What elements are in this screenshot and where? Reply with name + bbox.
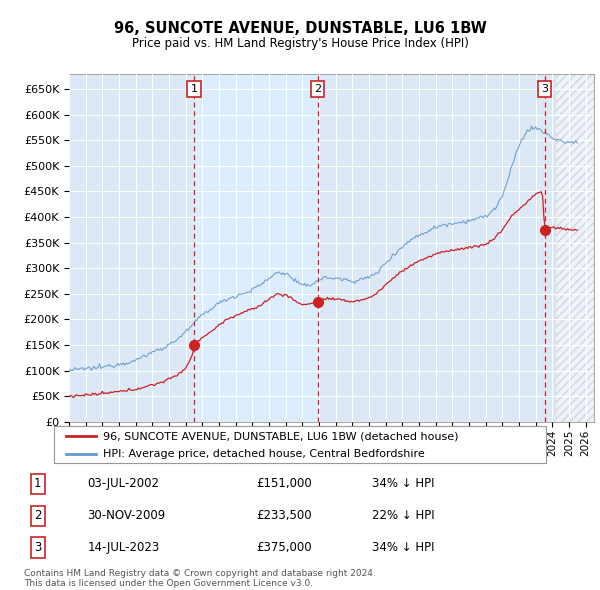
Text: 2: 2 [34,509,41,522]
Text: £375,000: £375,000 [256,541,311,554]
Text: 1: 1 [190,84,197,94]
Text: 3: 3 [541,84,548,94]
Text: Contains HM Land Registry data © Crown copyright and database right 2024.
This d: Contains HM Land Registry data © Crown c… [24,569,376,588]
Text: 2: 2 [314,84,321,94]
Text: 3: 3 [34,541,41,554]
Text: 1: 1 [34,477,41,490]
Text: 96, SUNCOTE AVENUE, DUNSTABLE, LU6 1BW: 96, SUNCOTE AVENUE, DUNSTABLE, LU6 1BW [113,21,487,35]
Text: 03-JUL-2002: 03-JUL-2002 [88,477,160,490]
Text: 14-JUL-2023: 14-JUL-2023 [88,541,160,554]
Text: 34% ↓ HPI: 34% ↓ HPI [372,541,434,554]
Text: £233,500: £233,500 [256,509,311,522]
Text: Price paid vs. HM Land Registry's House Price Index (HPI): Price paid vs. HM Land Registry's House … [131,37,469,50]
Text: 96, SUNCOTE AVENUE, DUNSTABLE, LU6 1BW (detached house): 96, SUNCOTE AVENUE, DUNSTABLE, LU6 1BW (… [103,431,459,441]
Text: 34% ↓ HPI: 34% ↓ HPI [372,477,434,490]
Text: £151,000: £151,000 [256,477,311,490]
Text: HPI: Average price, detached house, Central Bedfordshire: HPI: Average price, detached house, Cent… [103,449,425,459]
Bar [194,74,317,422]
Text: 30-NOV-2009: 30-NOV-2009 [88,509,166,522]
Text: 22% ↓ HPI: 22% ↓ HPI [372,509,434,522]
